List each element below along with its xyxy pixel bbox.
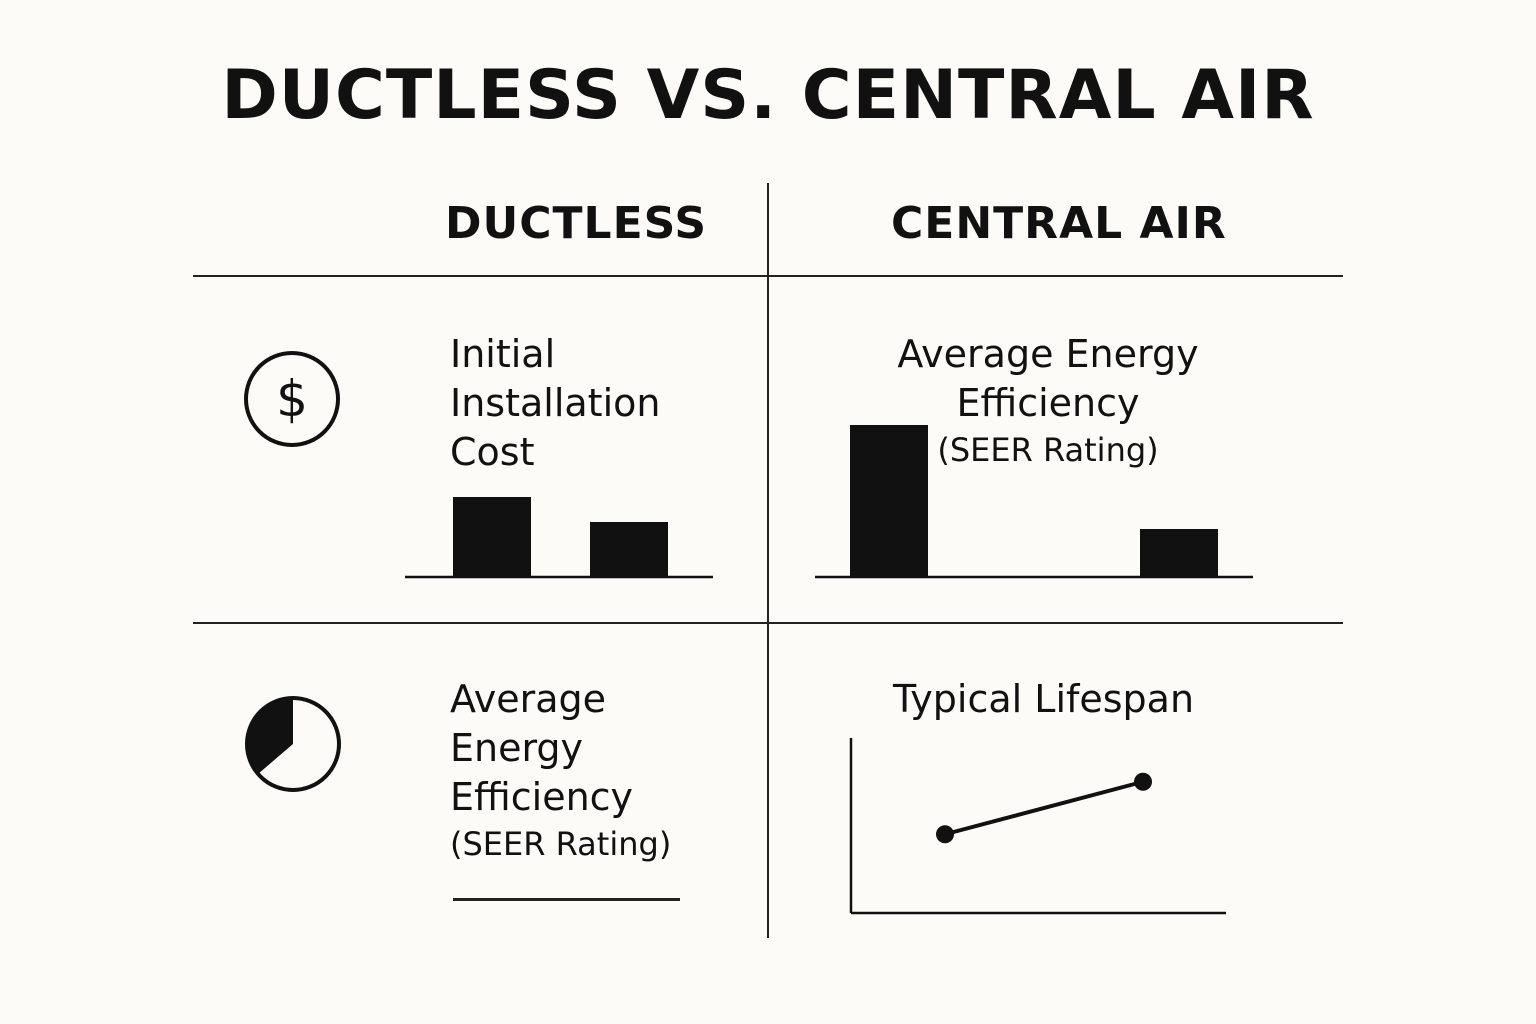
data-point xyxy=(1134,772,1152,791)
label-line: Typical Lifespan xyxy=(893,677,1195,721)
page-title: DUCTLESS VS. CENTRAL AIR xyxy=(221,56,1315,135)
bar xyxy=(453,497,531,577)
label-line: Installation xyxy=(450,381,661,425)
label-line: Efficiency xyxy=(956,381,1140,425)
installation-cost-bar-chart xyxy=(405,497,713,579)
column-header-ductless: DUCTLESS xyxy=(445,198,708,249)
column-header-central-air: CENTRAL AIR xyxy=(891,198,1227,249)
label-line: Cost xyxy=(450,430,535,474)
typical-lifespan-label: Typical Lifespan xyxy=(893,675,1194,724)
central-energy-efficiency-label: Average Energy Efficiency (SEER Rating) xyxy=(848,330,1248,470)
energy-efficiency-bar-chart xyxy=(815,425,1253,579)
pie-chart-icon xyxy=(245,696,341,792)
label-line: Efficiency xyxy=(450,775,634,819)
row-divider xyxy=(193,622,1343,624)
ductless-energy-efficiency-label: Average Energy Efficiency (SEER Rating) xyxy=(450,675,671,864)
series-line xyxy=(944,779,1144,837)
initial-installation-cost-label: Initial Installation Cost xyxy=(450,330,660,477)
bar xyxy=(850,425,928,577)
bar xyxy=(1140,529,1218,577)
seer-rating-sublabel: (SEER Rating) xyxy=(450,825,672,863)
header-divider xyxy=(193,275,1343,277)
data-point xyxy=(936,825,954,844)
lifespan-line-chart xyxy=(849,738,1226,915)
seer-rating-sublabel: (SEER Rating) xyxy=(937,431,1159,469)
label-line: Energy xyxy=(450,726,584,770)
svg-text:$: $ xyxy=(276,370,308,428)
label-line: Average Energy xyxy=(897,332,1199,376)
bar xyxy=(590,522,668,577)
dollar-circle-icon: $ xyxy=(244,351,340,447)
label-line: Initial xyxy=(450,332,556,376)
efficiency-baseline xyxy=(453,898,680,901)
column-divider xyxy=(767,183,769,938)
label-line: Average xyxy=(450,677,607,721)
